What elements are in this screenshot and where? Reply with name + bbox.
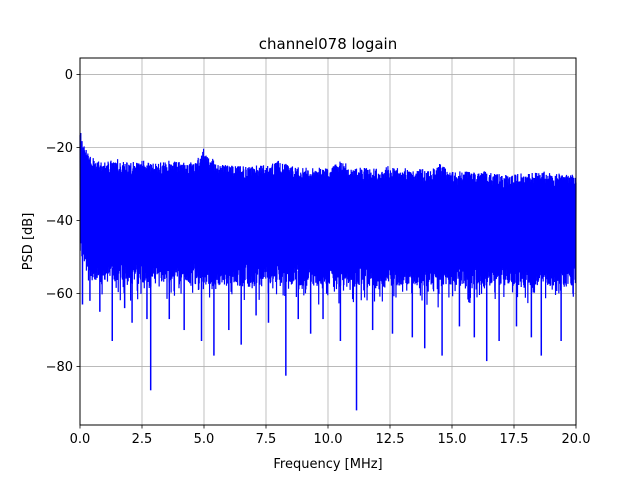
x-axis-label: Frequency [MHz] (273, 457, 382, 472)
chart-title: channel078 logain (259, 35, 398, 53)
y-axis-label: PSD [dB] (21, 213, 36, 271)
y-tick-label: −60 (46, 287, 73, 302)
x-axis-ticks: 0.0 2.5 5.0 7.5 10.0 12.5 15.0 17.5 20.0 (70, 425, 591, 447)
x-tick-label: 10.0 (314, 432, 343, 447)
plot-area (79, 132, 577, 411)
y-tick-label: −80 (46, 360, 73, 375)
y-tick-label: −20 (46, 141, 73, 156)
x-tick-label: 15.0 (438, 432, 467, 447)
x-tick-label: 0.0 (70, 432, 91, 447)
x-tick-label: 5.0 (194, 432, 215, 447)
x-tick-label: 7.5 (256, 432, 277, 447)
x-tick-label: 12.5 (376, 432, 405, 447)
psd-series-line (79, 132, 577, 308)
x-tick-label: 17.5 (500, 432, 529, 447)
y-tick-label: 0 (65, 68, 73, 83)
y-tick-label: −40 (46, 214, 73, 229)
x-tick-label: 20.0 (562, 432, 591, 447)
y-axis-ticks: 0 −20 −40 −60 −80 (46, 68, 80, 375)
x-tick-label: 2.5 (132, 432, 153, 447)
